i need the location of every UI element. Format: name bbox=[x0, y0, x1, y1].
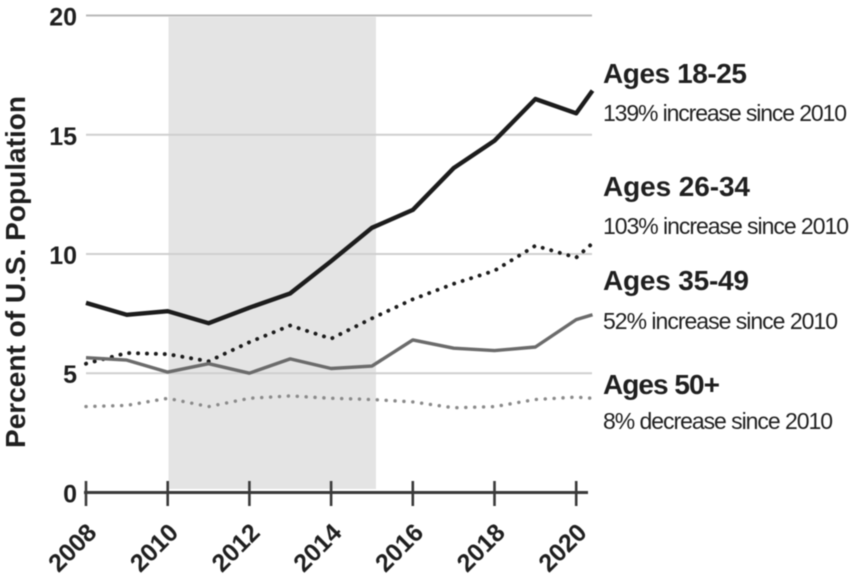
svg-text:0: 0 bbox=[63, 481, 77, 509]
svg-text:103% increase since 2010: 103% increase since 2010 bbox=[603, 213, 849, 239]
svg-text:2014: 2014 bbox=[288, 518, 347, 576]
svg-text:10: 10 bbox=[49, 242, 77, 270]
svg-text:2008: 2008 bbox=[43, 518, 102, 576]
svg-text:2010: 2010 bbox=[125, 518, 184, 576]
svg-text:Ages 35-49: Ages 35-49 bbox=[603, 265, 749, 296]
svg-text:Ages 50+: Ages 50+ bbox=[603, 369, 720, 400]
svg-text:2012: 2012 bbox=[207, 518, 266, 576]
svg-text:139% increase since 2010: 139% increase since 2010 bbox=[603, 100, 847, 126]
svg-text:20: 20 bbox=[49, 4, 77, 32]
svg-text:Percent of U.S. Population: Percent of U.S. Population bbox=[0, 96, 31, 448]
svg-text:8% decrease since 2010: 8% decrease since 2010 bbox=[603, 408, 833, 434]
svg-text:52% increase since 2010: 52% increase since 2010 bbox=[603, 308, 838, 334]
svg-text:5: 5 bbox=[63, 361, 77, 389]
svg-text:Ages 26-34: Ages 26-34 bbox=[603, 171, 750, 202]
svg-text:Ages 18-25: Ages 18-25 bbox=[603, 58, 747, 89]
svg-text:15: 15 bbox=[49, 123, 77, 151]
svg-text:2016: 2016 bbox=[370, 518, 429, 576]
svg-text:2018: 2018 bbox=[452, 518, 511, 576]
svg-text:2020: 2020 bbox=[533, 518, 592, 576]
